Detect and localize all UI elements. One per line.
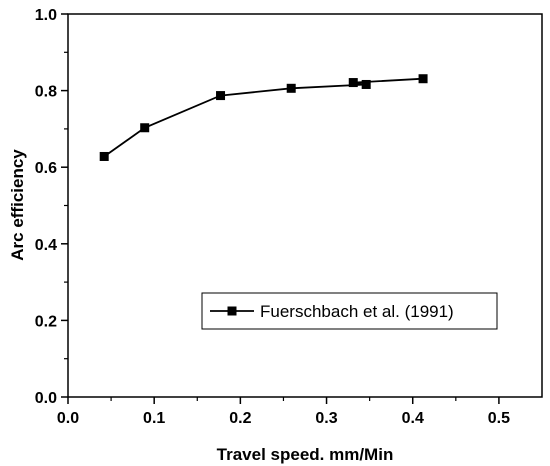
data-point — [140, 123, 150, 133]
plot-frame — [67, 13, 543, 398]
data-point — [99, 151, 109, 161]
tick-labels: 0.0 0.1 0.2 0.3 0.4 0.5 0.0 0.2 0.4 0.6 0.8 1.0 — [35, 7, 510, 427]
x-tick-label: 0.5 — [488, 410, 510, 427]
x-tick-label: 0.4 — [402, 410, 424, 427]
x-tick-label: 0.0 — [57, 410, 79, 427]
series-line — [103, 77, 424, 158]
x-axis-title: Travel speed. mm/Min — [217, 445, 394, 464]
x-tick-label: 0.1 — [143, 410, 165, 427]
y-tick-label: 1.0 — [35, 7, 57, 24]
data-point — [418, 74, 428, 84]
y-tick-label: 0.2 — [35, 313, 57, 330]
data-point — [348, 78, 358, 88]
axis-ticks — [61, 13, 500, 404]
x-tick-label: 0.3 — [315, 410, 337, 427]
series-layer — [99, 74, 428, 161]
y-tick-label: 0.6 — [35, 160, 57, 177]
data-point — [286, 83, 296, 93]
y-tick-label: 0.8 — [35, 84, 57, 101]
data-point — [361, 79, 371, 89]
data-point — [216, 91, 226, 101]
x-tick-label: 0.2 — [229, 410, 251, 427]
y-axis-title: Arc efficiency — [8, 149, 27, 261]
legend-label: Fuerschbach et al. (1991) — [260, 302, 454, 321]
legend-marker-sample — [227, 306, 237, 316]
legend: Fuerschbach et al. (1991) — [201, 292, 498, 330]
y-tick-label: 0.0 — [35, 390, 57, 407]
y-tick-label: 0.4 — [35, 237, 57, 254]
